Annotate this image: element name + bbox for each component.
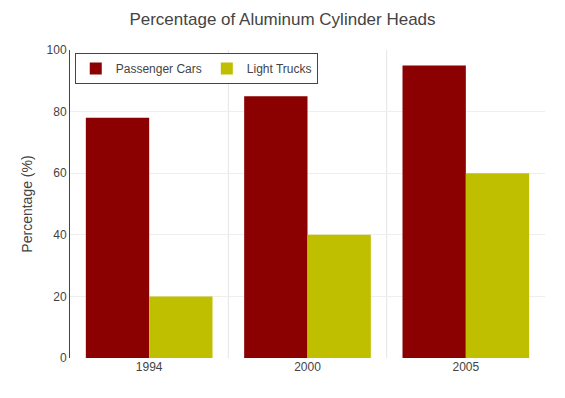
svg-text:0: 0	[60, 351, 67, 365]
svg-text:2000: 2000	[294, 360, 321, 374]
svg-text:Percentage (%): Percentage (%)	[19, 155, 35, 252]
svg-text:40: 40	[53, 228, 67, 242]
svg-text:100: 100	[47, 43, 67, 57]
svg-text:Percentage of Aluminum Cylinde: Percentage of Aluminum Cylinder Heads	[129, 10, 435, 29]
svg-text:1994: 1994	[136, 360, 163, 374]
svg-text:Light Trucks: Light Trucks	[247, 62, 312, 76]
svg-text:Passenger Cars: Passenger Cars	[116, 62, 202, 76]
svg-text:20: 20	[53, 290, 67, 304]
svg-text:60: 60	[53, 166, 67, 180]
svg-text:80: 80	[53, 105, 67, 119]
svg-text:2005: 2005	[452, 360, 479, 374]
